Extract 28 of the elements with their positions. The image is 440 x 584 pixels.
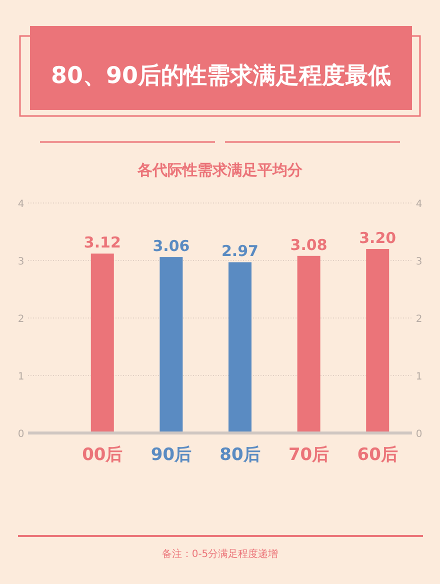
bar [297, 256, 320, 432]
bar [160, 257, 183, 432]
y-tick-label: 3 [18, 256, 24, 268]
y-tick-label: 2 [18, 314, 24, 325]
y-tick-label: 1 [18, 372, 24, 382]
data-label: 3.08 [290, 236, 328, 254]
chart-subtitle: 各代际性需求满足平均分 [136, 161, 304, 179]
y-tick-label: 4 [18, 199, 24, 210]
x-tick-label: 00后 [82, 445, 123, 465]
x-tick-label: 60后 [357, 445, 398, 465]
bar [228, 262, 252, 432]
y2-tick-label: 3 [416, 256, 422, 268]
y-tick-label: 0 [18, 429, 24, 440]
y2-tick-label: 1 [416, 372, 422, 382]
chart-title: 80、90后的性需求满足程度最低 [50, 62, 392, 89]
x-tick-label: 70后 [288, 445, 330, 465]
data-label: 3.06 [152, 237, 190, 256]
bar [366, 249, 390, 432]
x-tick-label: 80后 [220, 445, 260, 465]
x-tick-label: 90后 [150, 445, 192, 465]
y2-tick-label: 4 [416, 199, 422, 210]
data-label: 2.97 [221, 242, 259, 260]
data-label: 3.20 [359, 229, 396, 247]
text: 备注：0-5分满足程度递增 [162, 548, 278, 560]
data-label: 3.12 [84, 234, 121, 252]
y2-tick-label: 0 [416, 429, 422, 440]
bar [90, 254, 114, 432]
y2-tick-label: 2 [416, 314, 422, 325]
